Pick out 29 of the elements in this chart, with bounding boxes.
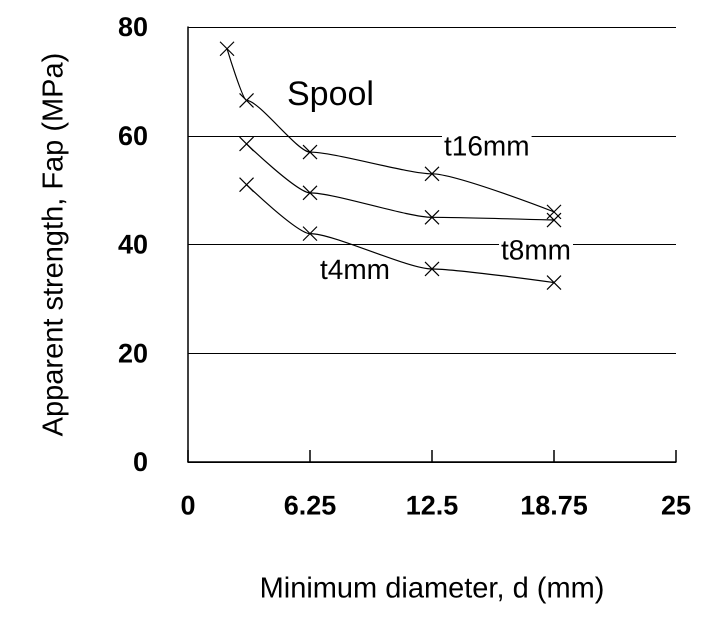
y-tick-label: 20: [118, 338, 148, 368]
x-tick-label: 18.75: [520, 490, 588, 520]
y-tick-label: 40: [118, 230, 148, 260]
x-tick-label: 6.25: [284, 490, 336, 520]
point: [238, 92, 254, 108]
x-tick-label: 25: [660, 490, 692, 520]
x-axis-title: Minimum diameter, d (mm): [260, 572, 604, 604]
point: [546, 204, 562, 220]
point: [302, 226, 318, 242]
point: [424, 261, 440, 277]
point: [546, 274, 562, 290]
point: [302, 185, 318, 200]
annotation: Spool: [287, 75, 374, 113]
point: [238, 177, 254, 192]
point: [302, 144, 318, 160]
point: [424, 166, 440, 182]
point: [219, 41, 235, 56]
x-tick-label: 0: [180, 490, 196, 520]
y-tick-label: 0: [132, 447, 148, 477]
x-tick-label: 12.5: [406, 490, 458, 520]
series-label: t4mm: [320, 254, 390, 286]
series-label: t16mm: [444, 130, 530, 162]
series-label: t8mm: [501, 234, 571, 266]
point: [238, 136, 254, 152]
point: [424, 210, 440, 225]
y-axis-title: Apparent strength, Fap (MPa): [38, 52, 70, 436]
y-tick-label: 60: [118, 120, 148, 151]
y-tick-label: 80: [118, 12, 148, 42]
point: [546, 212, 562, 228]
